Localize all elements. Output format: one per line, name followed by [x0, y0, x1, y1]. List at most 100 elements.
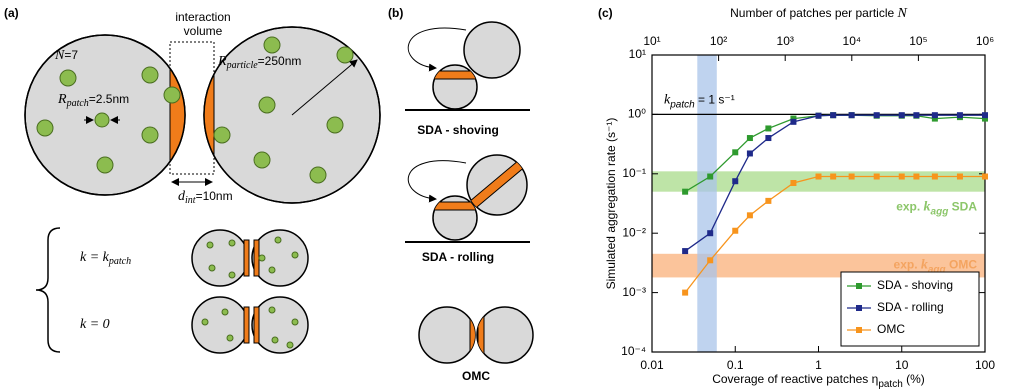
legend-marker — [856, 305, 862, 311]
marker — [682, 248, 688, 254]
marker — [957, 112, 963, 118]
marker — [957, 174, 963, 180]
mode-label: SDA - rolling — [422, 250, 494, 264]
text: =2.5nm — [89, 92, 129, 106]
legend-label: SDA - shoving — [877, 278, 953, 292]
text: OMC — [946, 258, 978, 272]
panel-label: (a) — [4, 6, 19, 20]
legend-marker — [856, 327, 862, 333]
annotation: dint=10nm — [178, 189, 233, 206]
annotation: N=7 — [54, 48, 78, 63]
text: = 1 s⁻¹ — [695, 93, 735, 107]
marker — [874, 112, 880, 118]
rich-label: Number of patches per particle N — [730, 6, 907, 21]
y-tick-label: 10⁻⁴ — [621, 344, 646, 358]
particle — [419, 307, 475, 363]
marker — [932, 112, 938, 118]
x2-tick-label: 10³ — [777, 34, 794, 48]
marker — [790, 119, 796, 125]
y-tick-label: 10¹ — [629, 47, 646, 61]
text: N — [897, 6, 908, 21]
marker — [874, 174, 880, 180]
figure: (a) interaction volume N=7 Rpatch=2.5nm … — [0, 0, 1019, 389]
subscript: agg — [931, 206, 949, 217]
marker — [732, 178, 738, 184]
particle — [477, 307, 533, 363]
brace — [36, 228, 60, 352]
mode-label: SDA - shoving — [417, 123, 499, 137]
marker — [899, 174, 905, 180]
marker — [816, 113, 822, 119]
marker — [932, 174, 938, 180]
mode-label: OMC — [462, 369, 490, 383]
arrow — [408, 28, 466, 68]
y-tick-label: 10⁻² — [622, 225, 646, 239]
marker — [682, 189, 688, 195]
small-particles — [192, 230, 308, 353]
symbol: R — [217, 54, 227, 69]
y-tick-label: 10⁰ — [628, 107, 646, 121]
legend-label: SDA - rolling — [877, 300, 944, 314]
page: (a) interaction volume N=7 Rpatch=2.5nm … — [0, 0, 1019, 389]
subscript: patch — [108, 256, 131, 267]
symbol: R — [57, 92, 67, 107]
marker — [849, 112, 855, 118]
text: =7 — [64, 48, 78, 62]
panel-label: (c) — [598, 6, 613, 20]
text: =10nm — [196, 189, 233, 203]
marker — [913, 112, 919, 118]
marker — [747, 135, 753, 141]
arrow — [408, 161, 466, 199]
y-label: Simulated aggregation rate (s⁻¹) — [604, 118, 618, 290]
marker — [707, 174, 713, 180]
case-label: k = 0 — [80, 317, 110, 332]
text: (%) — [903, 372, 925, 386]
marker — [747, 150, 753, 156]
x-tick-label: 10 — [895, 358, 909, 372]
subscript: particle — [226, 60, 259, 71]
legend-label: OMC — [877, 322, 905, 336]
x2-tick-label: 10⁴ — [843, 34, 862, 48]
text: exp. — [896, 200, 923, 214]
x-tick-label: 0.1 — [727, 358, 744, 372]
marker — [682, 290, 688, 296]
marker — [913, 174, 919, 180]
subscript: patch — [878, 379, 902, 389]
x2-tick-label: 10² — [710, 34, 727, 48]
marker — [790, 180, 796, 186]
marker — [765, 198, 771, 204]
marker — [830, 112, 836, 118]
x-tick-label: 0.01 — [640, 358, 664, 372]
x-tick-label: 100 — [975, 358, 995, 372]
marker — [765, 125, 771, 131]
y-tick-label: 10⁻¹ — [622, 166, 646, 180]
text: Coverage of reactive patches η — [712, 372, 878, 386]
text: k — [921, 258, 928, 273]
marker — [747, 212, 753, 218]
marker — [765, 135, 771, 141]
subscript: patch — [66, 98, 89, 109]
text: exp. — [894, 258, 921, 272]
x-tick-label: 1 — [815, 358, 822, 372]
text: =250nm — [258, 54, 302, 68]
x2-tick-label: 10⁶ — [976, 34, 994, 48]
x2-tick-label: 10⁵ — [909, 34, 927, 48]
marker — [982, 174, 988, 180]
marker — [707, 257, 713, 263]
marker — [830, 174, 836, 180]
marker — [816, 174, 822, 180]
text: k = k — [80, 250, 110, 265]
legend-marker — [856, 283, 862, 289]
subscript: int — [185, 195, 196, 206]
rich-label: exp. kagg SDA — [896, 200, 977, 217]
panel-b: (b) SDA - shoving SDA - rolling OMC — [388, 6, 533, 383]
text: k — [924, 200, 931, 215]
panel-c: (c) 0.01 0.1 1 10 100 10¹ 10² 10³ 10⁴ 10⁵ 10⁶ 10⁻⁴ 1… — [598, 6, 995, 389]
marker — [732, 228, 738, 234]
annotation: volume — [184, 24, 223, 38]
x2-tick-label: 10¹ — [643, 34, 660, 48]
text: Number of patches per particle — [730, 6, 897, 20]
interaction-zone — [478, 300, 484, 370]
marker — [732, 149, 738, 155]
marker — [849, 174, 855, 180]
